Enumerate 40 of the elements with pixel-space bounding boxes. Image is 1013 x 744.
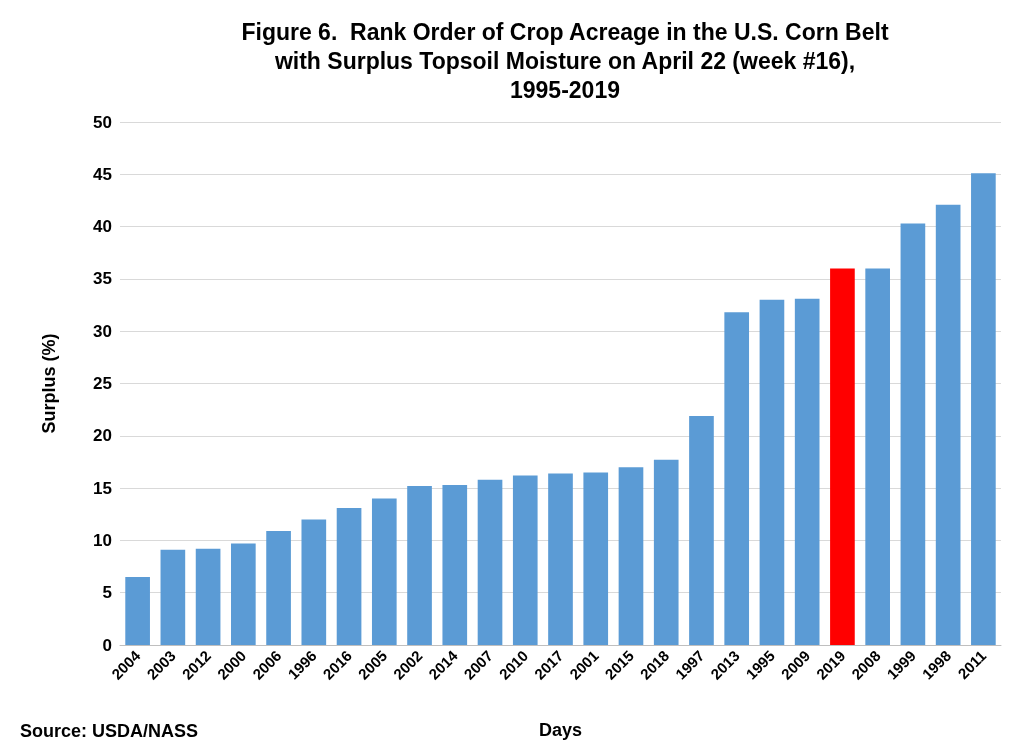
bar (195, 548, 221, 645)
bar (900, 223, 926, 645)
y-tick-label: 45 (93, 164, 112, 184)
y-tick-label: 50 (93, 112, 112, 132)
bar (301, 519, 327, 645)
y-tick-label: 10 (93, 530, 112, 550)
y-tick-label: 35 (93, 269, 112, 289)
bar (618, 467, 644, 645)
bar (689, 415, 714, 645)
bar (442, 484, 468, 645)
y-tick-label: 30 (93, 321, 112, 341)
bar (125, 577, 150, 645)
bar (407, 486, 432, 645)
bar (548, 473, 573, 645)
bar (759, 299, 785, 645)
y-tick-label: 0 (102, 635, 112, 655)
bar (512, 475, 538, 645)
y-tick-label: 15 (93, 478, 112, 498)
bar (724, 312, 750, 645)
bar (935, 204, 961, 645)
bar (583, 472, 609, 645)
y-tick-label: 25 (93, 374, 112, 393)
bar (231, 543, 256, 645)
source-note: Source: USDA/NASS (20, 721, 199, 741)
bar (830, 268, 855, 645)
bar (653, 459, 679, 645)
bar (971, 173, 996, 645)
y-axis-title: Surplus (%) (39, 333, 59, 434)
bar (865, 268, 890, 645)
y-tick-label: 20 (93, 426, 112, 446)
chart-title: Figure 6. Rank Order of Crop Acreage in the U.S. Corn Belt with Surplus Topsoil Moisture on April 22 (week #16), 1995-2019 (241, 18, 889, 103)
bar (266, 530, 291, 645)
bar (371, 498, 397, 645)
x-axis-title: Days (538, 720, 583, 740)
bar (794, 298, 820, 645)
y-tick-label: 5 (102, 583, 112, 603)
bar (477, 479, 503, 645)
bar (160, 549, 186, 645)
y-tick-label: 40 (93, 217, 112, 237)
bar (336, 507, 362, 645)
